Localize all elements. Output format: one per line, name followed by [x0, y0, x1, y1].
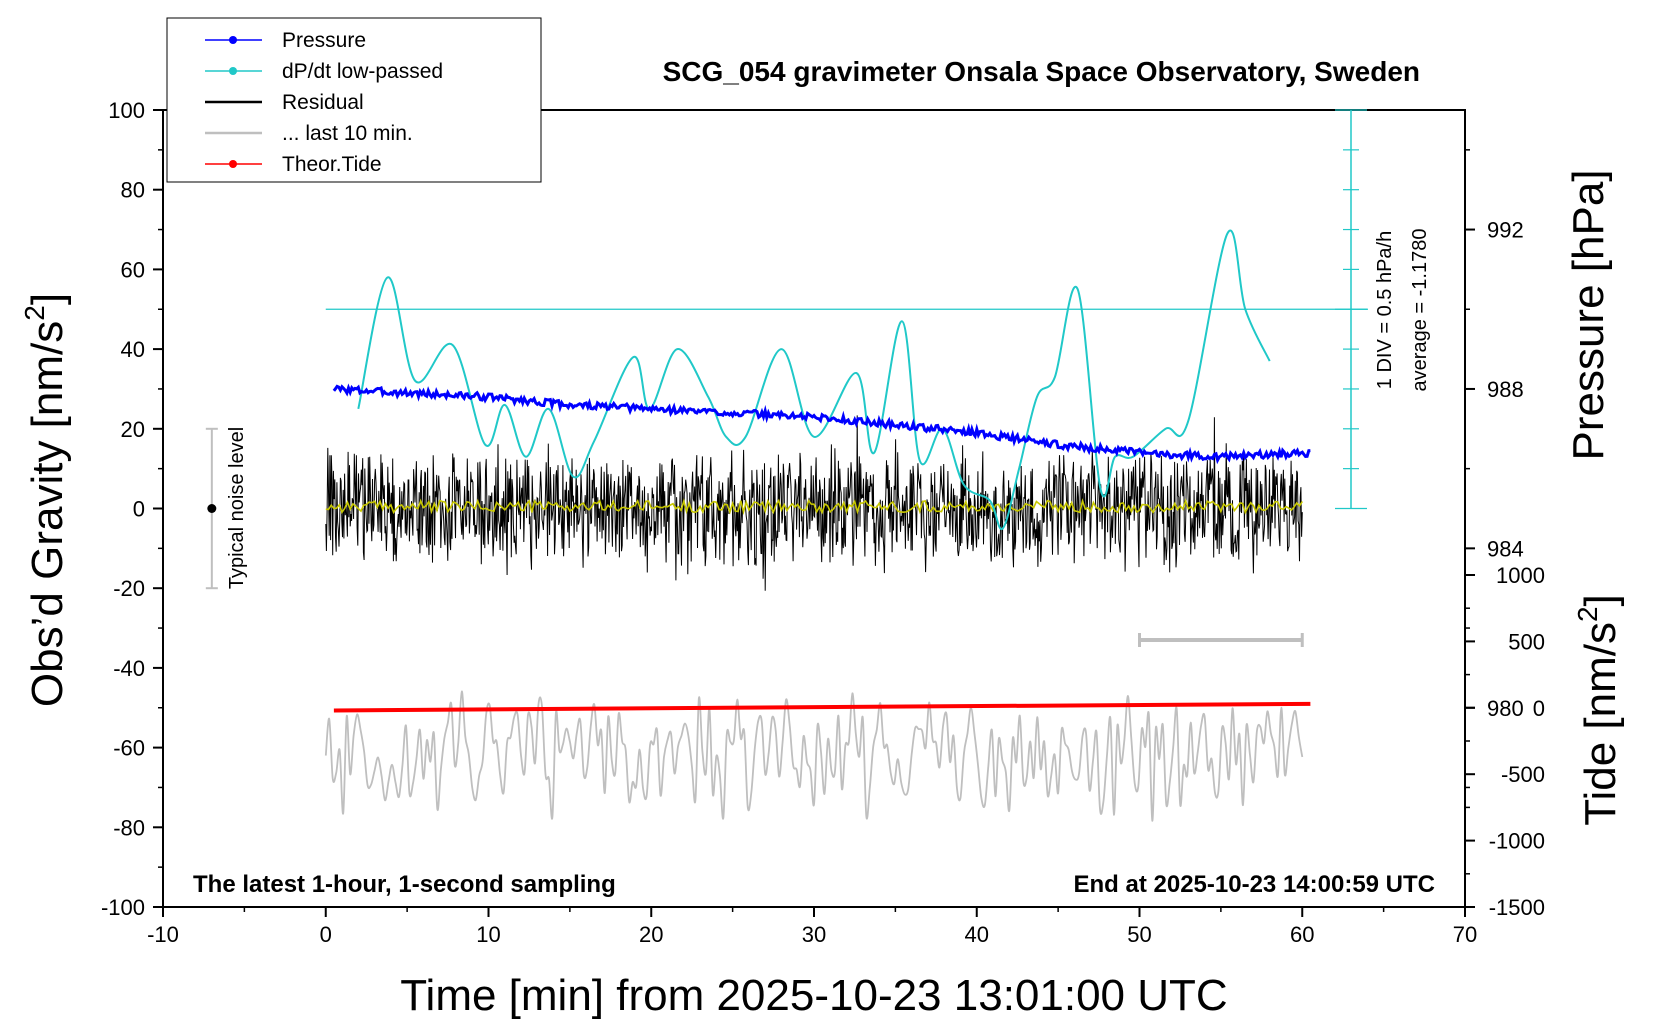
y-axis-title-left-tail: ]	[23, 293, 72, 305]
dpdt-line	[357, 229, 1271, 531]
tide-tick-label: 0	[1533, 696, 1545, 721]
legend-label: Theor.Tide	[282, 153, 382, 176]
y-axis-title-tide-main: Tide [nm/s	[1576, 622, 1625, 826]
residual-line	[325, 415, 1303, 591]
pressure-series	[332, 383, 1311, 465]
tide-line	[333, 701, 1311, 713]
y-axis-title-left-sup: 2	[19, 305, 50, 321]
y-tick-label: 60	[121, 257, 145, 282]
y-tick-label: 0	[133, 497, 145, 522]
legend-label: dP/dt low-passed	[282, 60, 443, 83]
residual-series	[325, 415, 1303, 591]
tide-tick-label: -1000	[1489, 829, 1545, 854]
pressure-tick-label: 988	[1487, 377, 1524, 402]
legend: Pressure dP/dt low-passed Residual ... last…	[166, 17, 542, 183]
legend-box	[166, 17, 542, 183]
pressure-tick-label: 980	[1487, 696, 1524, 721]
legend-label: Residual	[282, 91, 364, 114]
y-tick-label: 20	[121, 417, 145, 442]
y-axis-title-pressure: Pressure [hPa]	[1564, 169, 1613, 460]
axis-ticks: -10 0 10 20 30 40 50 60 70100806040200-20-40-60-…	[101, 98, 1545, 947]
legend-marker	[229, 160, 237, 168]
x-tick-label: 10	[476, 922, 500, 947]
x-tick-label: -10	[147, 922, 179, 947]
y-tick-label: -40	[113, 656, 145, 681]
y-tick-label: -80	[113, 815, 145, 840]
last-10min-series	[324, 690, 1304, 822]
y-axis-title-tide-tail: ]	[1576, 594, 1625, 606]
noise-bar-center	[207, 504, 217, 513]
dpdt-scale-label: 1 DIV = 0.5 hPa/h	[1374, 231, 1396, 389]
tide-tick-label: -500	[1501, 762, 1545, 787]
tide-tick-label: -1500	[1489, 895, 1545, 920]
y-tick-label: 100	[108, 98, 145, 123]
tide-tick-label: 500	[1508, 629, 1545, 654]
x-axis-title: Time [min] from 2025-10-23 13:01:00 UTC	[400, 971, 1227, 1020]
residual-lowpassed-line	[325, 498, 1303, 516]
chart-title: SCG_054 gravimeter Onsala Space Observat…	[663, 56, 1420, 87]
pressure-tick-label: 984	[1487, 536, 1524, 561]
pressure-tick-label: 992	[1487, 218, 1524, 243]
y-tick-label: -20	[113, 576, 145, 601]
legend-marker	[229, 36, 237, 44]
legend-label: ... last 10 min.	[282, 122, 413, 145]
annotations	[205, 427, 1304, 648]
y-tick-label: 80	[121, 178, 145, 203]
y-tick-label: -60	[113, 736, 145, 761]
legend-label: Pressure	[282, 29, 366, 52]
noise-level-label: Typical noise level	[226, 427, 248, 589]
x-tick-label: 60	[1290, 922, 1314, 947]
x-tick-label: 50	[1127, 922, 1151, 947]
x-tick-label: 70	[1453, 922, 1477, 947]
pressure-line	[332, 383, 1311, 465]
x-tick-label: 20	[639, 922, 663, 947]
x-tick-label: 30	[802, 922, 826, 947]
tide-series	[333, 701, 1311, 713]
y-axis-title-tide: Tide [nm/s2]	[1572, 594, 1625, 826]
residual-lowpassed-series	[325, 498, 1303, 516]
y-axis-title-left-main: Obs’d Gravity [nm/s	[23, 321, 72, 707]
y-axis-title-left: Obs’d Gravity [nm/s2]	[19, 293, 72, 707]
last-10min-line	[324, 690, 1304, 822]
dpdt-scale-bar	[325, 109, 1368, 510]
y-tick-label: 40	[121, 337, 145, 362]
tide-tick-label: 1000	[1496, 563, 1545, 588]
bottom-left-note: The latest 1-hour, 1-second sampling	[193, 871, 616, 898]
dpdt-average-label: average = -1.1780	[1409, 229, 1431, 392]
y-axis-title-tide-sup: 2	[1572, 606, 1603, 622]
x-tick-label: 40	[965, 922, 989, 947]
y-tick-label: -100	[101, 895, 145, 920]
dpdt-series	[357, 229, 1271, 531]
x-tick-label: 0	[320, 922, 332, 947]
bottom-right-note: End at 2025-10-23 14:00:59 UTC	[1074, 871, 1436, 898]
legend-marker	[229, 67, 237, 75]
